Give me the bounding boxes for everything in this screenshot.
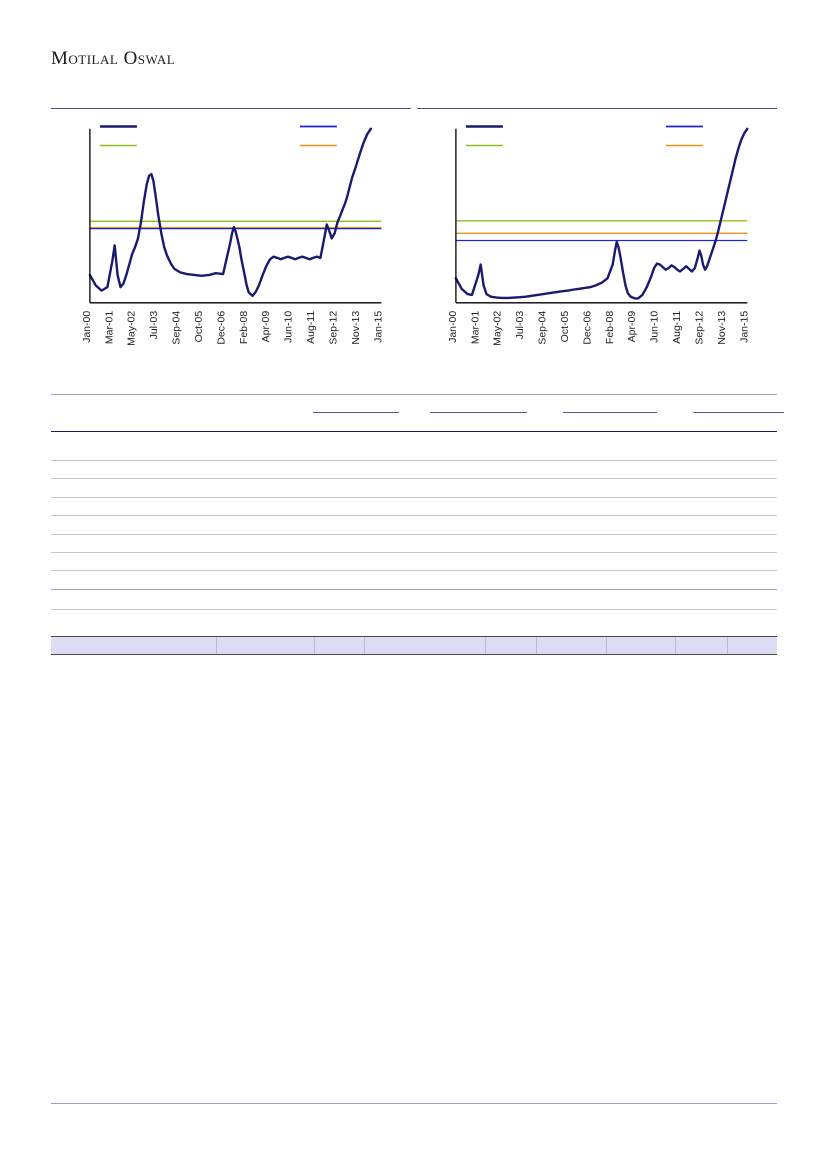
svg-text:Jun-10: Jun-10 bbox=[649, 311, 661, 343]
svg-text:Aug-11: Aug-11 bbox=[305, 311, 317, 344]
svg-text:Aug-11: Aug-11 bbox=[671, 311, 683, 344]
svg-text:Jul-03: Jul-03 bbox=[514, 311, 526, 340]
svg-text:Sep-04: Sep-04 bbox=[171, 311, 183, 345]
svg-text:Jan-15: Jan-15 bbox=[738, 311, 750, 343]
svg-text:Dec-06: Dec-06 bbox=[581, 311, 593, 345]
svg-text:Sep-12: Sep-12 bbox=[693, 311, 705, 345]
svg-text:Apr-09: Apr-09 bbox=[260, 311, 272, 343]
svg-text:Jan-00: Jan-00 bbox=[81, 311, 93, 343]
svg-text:Sep-04: Sep-04 bbox=[537, 311, 549, 345]
svg-text:Nov-13: Nov-13 bbox=[716, 311, 728, 345]
svg-text:Jan-00: Jan-00 bbox=[447, 311, 459, 343]
svg-text:Oct-05: Oct-05 bbox=[193, 311, 205, 343]
svg-text:Jan-15: Jan-15 bbox=[372, 311, 384, 343]
svg-text:Nov-13: Nov-13 bbox=[350, 311, 362, 345]
svg-text:Mar-01: Mar-01 bbox=[469, 311, 481, 344]
svg-text:Oct-05: Oct-05 bbox=[559, 311, 571, 343]
svg-text:Feb-08: Feb-08 bbox=[238, 311, 250, 344]
svg-text:May-02: May-02 bbox=[126, 311, 138, 346]
svg-text:Jun-10: Jun-10 bbox=[283, 311, 295, 343]
svg-text:Jul-03: Jul-03 bbox=[148, 311, 160, 340]
svg-text:May-02: May-02 bbox=[492, 311, 504, 346]
svg-text:Dec-06: Dec-06 bbox=[215, 311, 227, 345]
svg-text:Feb-08: Feb-08 bbox=[604, 311, 616, 344]
svg-text:Apr-09: Apr-09 bbox=[626, 311, 638, 343]
svg-text:Mar-01: Mar-01 bbox=[103, 311, 115, 344]
svg-text:Sep-12: Sep-12 bbox=[327, 311, 339, 345]
